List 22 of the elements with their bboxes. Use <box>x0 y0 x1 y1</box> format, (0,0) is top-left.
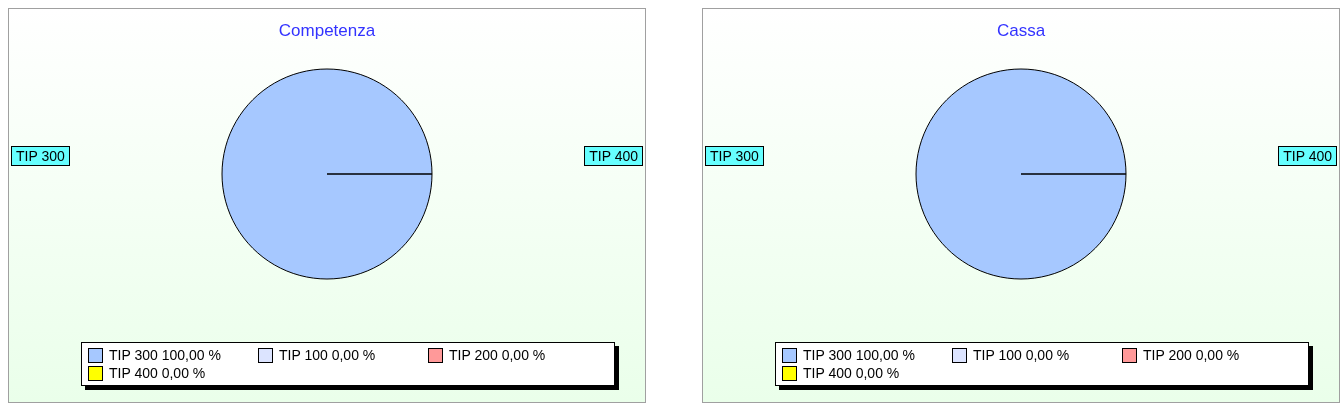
data-label: 100,00 % <box>855 347 915 363</box>
text: TIP 400 <box>584 146 643 166</box>
text: 0,00 % <box>161 365 206 381</box>
text: 0,00 % <box>331 347 376 363</box>
legend-label: TIP 300 <box>803 347 852 363</box>
chart-title: Competenza <box>277 21 377 41</box>
legend-label: TIP 300 <box>109 347 158 363</box>
legend-label: TIP 400 <box>109 365 158 381</box>
legend-label: TIP 100 <box>973 347 1022 363</box>
legend-label: TIP 200 <box>1143 347 1192 363</box>
legend-label: TIP 100 <box>279 347 328 363</box>
legend-label: TIP 200 <box>449 347 498 363</box>
data-label: 100,00 % <box>161 347 221 363</box>
text: 0,00 % <box>855 365 900 381</box>
text: TIP 300 <box>705 146 764 166</box>
text: TIP 400 <box>1278 146 1337 166</box>
text: 0,00 % <box>1195 347 1240 363</box>
text: TIP 300 <box>11 146 70 166</box>
chart-title: Cassa <box>995 21 1047 41</box>
text: 0,00 % <box>1025 347 1070 363</box>
text: 0,00 % <box>501 347 546 363</box>
legend-label: TIP 400 <box>803 365 852 381</box>
